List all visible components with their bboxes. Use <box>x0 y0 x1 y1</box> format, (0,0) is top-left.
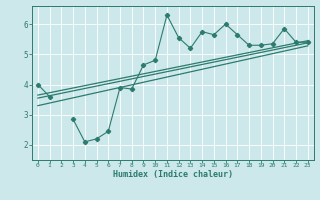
X-axis label: Humidex (Indice chaleur): Humidex (Indice chaleur) <box>113 170 233 179</box>
